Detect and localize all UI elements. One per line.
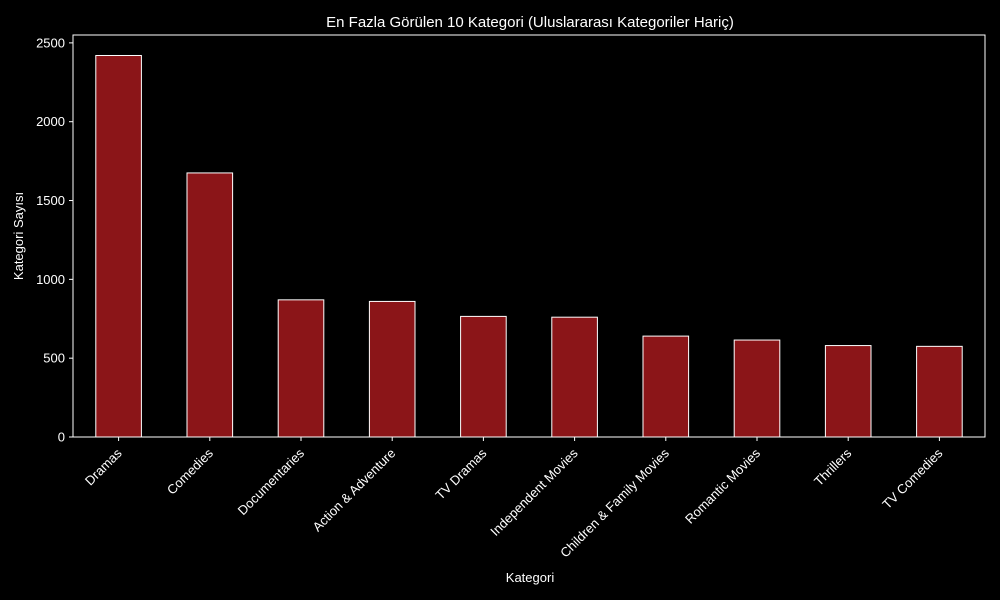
x-tick-label: Documentaries: [235, 445, 308, 518]
y-tick-label: 500: [43, 351, 65, 366]
chart-title: En Fazla Görülen 10 Kategori (Uluslarara…: [326, 14, 734, 31]
bar-children-family-movies: [642, 335, 690, 438]
bar-independent-movies: [551, 316, 598, 438]
x-tick-label: Dramas: [82, 445, 125, 488]
y-tick-label: 2000: [36, 114, 65, 129]
x-axis-ticks: Dramas Comedies Documentaries Action & Adve…: [82, 437, 946, 560]
bar-series: [95, 54, 963, 438]
y-tick-label: 0: [58, 430, 65, 445]
x-tick-label: Independent Movies: [487, 445, 581, 539]
x-tick-label: TV Comedies: [879, 445, 946, 512]
bar-dramas: [95, 54, 142, 438]
y-axis-label: Kategori Sayısı: [11, 192, 26, 280]
y-tick-label: 1000: [36, 272, 65, 287]
bar-tv-comedies: [916, 345, 963, 438]
x-tick-label: Comedies: [164, 445, 216, 497]
x-axis-label: Kategori: [506, 570, 555, 585]
bar-romantic-movies: [733, 339, 781, 438]
y-axis-ticks: 0 500 1000 1500 2000 2500: [36, 35, 73, 445]
bar-tv-dramas: [460, 315, 507, 438]
plot-area: Dramas Comedies Documentaries Action & Adve…: [36, 34, 986, 560]
bar-comedies: [186, 172, 234, 438]
x-tick-label: Thrillers: [811, 445, 855, 489]
x-tick-label: Romantic Movies: [682, 445, 763, 526]
bar-thrillers: [824, 345, 872, 438]
x-tick-label: TV Dramas: [432, 445, 489, 502]
bar-documentaries: [277, 299, 325, 438]
y-tick-label: 2500: [36, 35, 65, 50]
x-tick-label: Action & Adventure: [310, 446, 399, 535]
y-tick-label: 1500: [36, 193, 65, 208]
bar-action-adventure: [368, 300, 416, 438]
plot-frame: [72, 34, 986, 438]
